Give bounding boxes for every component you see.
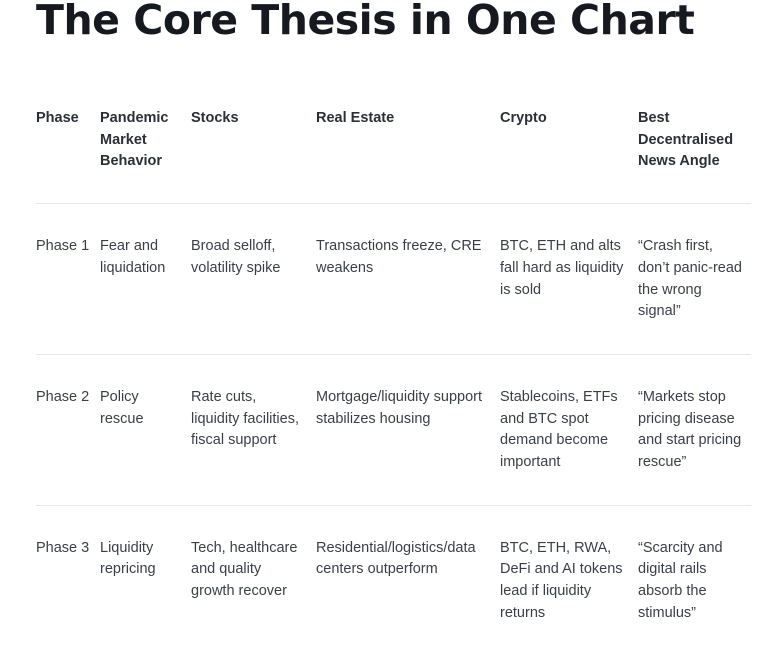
table-cell: Phase 3 — [36, 539, 90, 556]
header-crypto: Crypto — [500, 108, 638, 205]
page-title: The Core Thesis in One Chart — [36, 0, 695, 44]
table-cell: “Scarcity and digital rails absorb the s… — [638, 539, 723, 621]
table-cell: “Markets stop pricing disease and start … — [638, 354, 751, 506]
table-header-row: Phase Pandemic Market Behavior Stocks Re… — [36, 108, 751, 205]
table-row: Phase 1 Fear and liquidation Broad sello… — [36, 203, 751, 355]
table-row: Phase 3 Liquidity repricing Tech, health… — [36, 505, 751, 655]
table-cell: Policy rescue — [100, 354, 191, 506]
article: The Core Thesis in One Chart Phase Pande… — [36, 0, 751, 621]
table-cell: BTC, ETH and alts fall hard as liquidity… — [500, 203, 638, 355]
table-cell: Mortgage/liquidity support stabilizes ho… — [316, 354, 500, 506]
table-cell: BTC, ETH, RWA, DeFi and AI tokens lead i… — [500, 539, 623, 621]
table-cell: Rate cuts, liquidity facilities, fiscal … — [191, 354, 316, 506]
table-cell: “Crash first, don’t panic-read the wrong… — [638, 203, 751, 355]
table-cell: Liquidity repricing — [100, 539, 156, 578]
table-cell: Tech, healthcare and quality growth reco… — [191, 539, 298, 600]
table-cell: Stablecoins, ETFs and BTC spot demand be… — [500, 354, 638, 506]
table-cell: Phase 2 — [36, 354, 100, 506]
table-row: Phase 2 Policy rescue Rate cuts, liquidi… — [36, 354, 751, 506]
header-stocks: Stocks — [191, 108, 316, 205]
table-cell: Fear and liquidation — [100, 203, 191, 355]
table-cell: Residential/logistics/data centers outpe… — [316, 539, 476, 578]
table-cell: Broad selloff, volatility spike — [191, 203, 316, 355]
header-real-estate: Real Estate — [316, 108, 500, 205]
header-news-angle: Best Decentralised News Angle — [638, 108, 751, 205]
thesis-table: Phase Pandemic Market Behavior Stocks Re… — [36, 108, 751, 656]
header-phase: Phase — [36, 108, 100, 205]
table-cell: Phase 1 — [36, 203, 100, 355]
table-cell: Transactions freeze, CRE weakens — [316, 203, 500, 355]
header-pandemic-market-behavior: Pandemic Market Behavior — [100, 108, 191, 205]
